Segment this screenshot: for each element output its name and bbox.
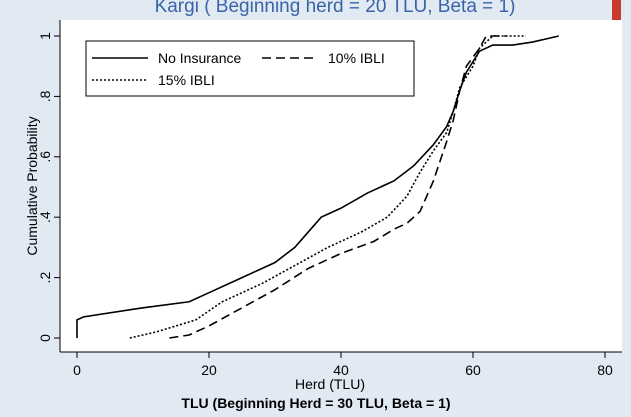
data-line (169, 35, 506, 339)
x-tick-label: 20 (201, 362, 217, 378)
legend-label: 10% IBLI (328, 50, 385, 66)
caption: TLU (Beginning Herd = 30 TLU, Beta = 1) (181, 395, 450, 411)
y-tick-label: .4 (37, 211, 53, 223)
legend-label: 15% IBLI (158, 72, 215, 88)
y-axis-label: Cumulative Probability (24, 116, 40, 255)
data-line (129, 35, 526, 339)
x-tick-label: 0 (73, 362, 81, 378)
data-line (76, 35, 559, 338)
x-tick-label: 40 (333, 362, 349, 378)
x-axis-label: Herd (TLU) (295, 376, 365, 392)
y-tick-label: .2 (37, 272, 53, 284)
legend-label: No Insurance (158, 50, 241, 66)
y-tick-label: 0 (37, 334, 53, 342)
x-tick-label: 60 (465, 362, 481, 378)
legend: No Insurance 10% IBLI 15% IBLI (85, 40, 415, 97)
legend-box (85, 40, 415, 97)
y-tick-label: .6 (37, 151, 53, 163)
y-tick-label: 1 (37, 32, 53, 40)
y-tick-label: .8 (37, 90, 53, 102)
accent-bar (612, 0, 621, 22)
chart-title: Kargi ( Beginning herd = 20 TLU, Beta = … (155, 0, 516, 17)
x-tick-label: 80 (597, 362, 613, 378)
